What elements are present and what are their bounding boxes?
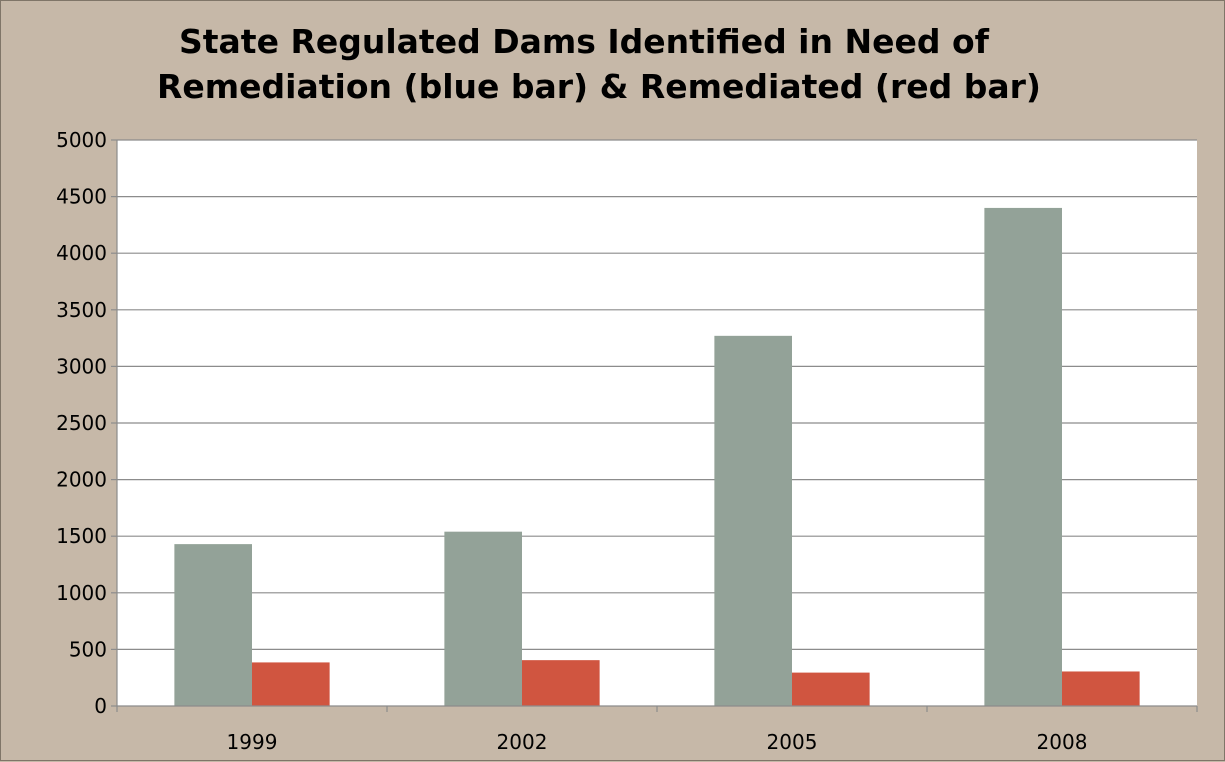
y-tick-label: 2500 [56,411,107,435]
x-tick-label: 1999 [227,730,278,754]
bar-2008-series-1 [984,207,1062,707]
x-tick-label: 2002 [497,730,548,754]
x-tick-label: 2005 [767,730,818,754]
y-tick-label: 2000 [56,468,107,492]
y-tick-label: 500 [69,637,107,661]
bar-2002-series-1 [444,531,522,706]
y-tick-label: 4000 [56,241,107,265]
x-tick-label: 2008 [1037,730,1088,754]
bar-2002-series-2 [522,660,600,706]
bar-1999-series-1 [174,544,252,706]
y-tick-label: 3500 [56,298,107,322]
y-tick-label: 3000 [56,354,107,378]
bar-2005-series-1 [714,335,792,706]
y-tick-label: 4500 [56,185,107,209]
axes [111,139,1198,712]
chart-title-line-1: State Regulated Dams Identified in Need … [179,22,990,61]
y-tick-label: 1000 [56,581,107,605]
tick-labels: 0 500 1000 1500 2000 2500 3000 3500 4000 4500 5000… [56,128,1087,754]
chart-title-line-2: Remediation (blue bar) & Remediated (red… [157,67,1041,106]
bar-1999-series-2 [252,662,330,706]
y-tick-label: 0 [94,694,107,718]
bar-2005-series-2 [792,672,870,706]
y-tick-label: 5000 [56,128,107,152]
bars [174,207,1140,707]
bar-2008-series-2 [1062,671,1140,706]
y-tick-label: 1500 [56,524,107,548]
